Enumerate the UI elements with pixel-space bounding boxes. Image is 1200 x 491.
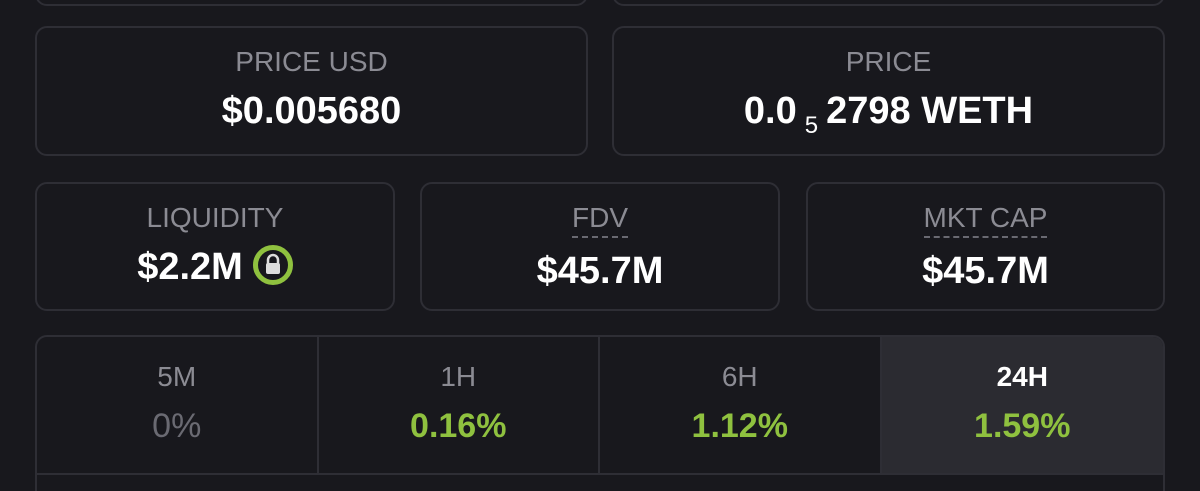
tab-change: 0% bbox=[152, 407, 202, 445]
value: $2.2M bbox=[137, 246, 243, 288]
prev-box bbox=[612, 0, 1165, 6]
price-usd-card: PRICE USD $0.005680 bbox=[35, 26, 588, 156]
tabs-divider bbox=[37, 473, 1163, 475]
prev-box bbox=[35, 0, 588, 6]
value: $45.7M bbox=[922, 250, 1049, 292]
tab-change: 1.12% bbox=[691, 407, 788, 445]
value: $0.005680 bbox=[221, 90, 402, 132]
value: $45.7M bbox=[536, 250, 664, 292]
value-row: $2.2M bbox=[37, 244, 393, 290]
timeframe-tab[interactable]: 1H 0.16% bbox=[319, 337, 600, 475]
label-text[interactable]: FDV bbox=[572, 202, 628, 238]
label: MKT CAP bbox=[808, 202, 1163, 238]
tab-change: 1.59% bbox=[974, 407, 1071, 445]
value-lead: 0.0 bbox=[743, 90, 797, 132]
timeframe-tab[interactable]: 24H 1.59% bbox=[881, 337, 1163, 475]
timeframe-tab[interactable]: 6H 1.12% bbox=[600, 337, 882, 475]
mkt-cap-card: MKT CAP $45.7M bbox=[806, 182, 1165, 311]
label: PRICE USD bbox=[235, 46, 388, 77]
label: LIQUIDITY bbox=[146, 202, 284, 233]
timeframe-tabs: 5M 0% 1H 0.16% 6H 1.12% 24H 1.59% bbox=[35, 335, 1165, 491]
tab-label: 5M bbox=[157, 361, 197, 392]
zero-count: 5 bbox=[804, 112, 819, 139]
value: 0.0 5 2798 WETH bbox=[614, 88, 1163, 139]
tab-change: 0.16% bbox=[410, 407, 507, 445]
label: FDV bbox=[422, 202, 778, 238]
label: PRICE bbox=[845, 46, 932, 77]
tab-label: 6H bbox=[721, 361, 758, 392]
lock-icon bbox=[252, 244, 293, 285]
value-rest: 2798 WETH bbox=[826, 90, 1034, 132]
label-text[interactable]: MKT CAP bbox=[923, 202, 1048, 238]
lock-glyph bbox=[265, 253, 280, 274]
tab-label: 24H bbox=[996, 361, 1048, 392]
liquidity-card: LIQUIDITY $2.2M bbox=[35, 182, 395, 311]
fdv-card: FDV $45.7M bbox=[420, 182, 780, 311]
price-card: PRICE 0.0 5 2798 WETH bbox=[612, 26, 1165, 156]
timeframe-tab[interactable]: 5M 0% bbox=[37, 337, 319, 475]
tab-label: 1H bbox=[440, 361, 477, 392]
